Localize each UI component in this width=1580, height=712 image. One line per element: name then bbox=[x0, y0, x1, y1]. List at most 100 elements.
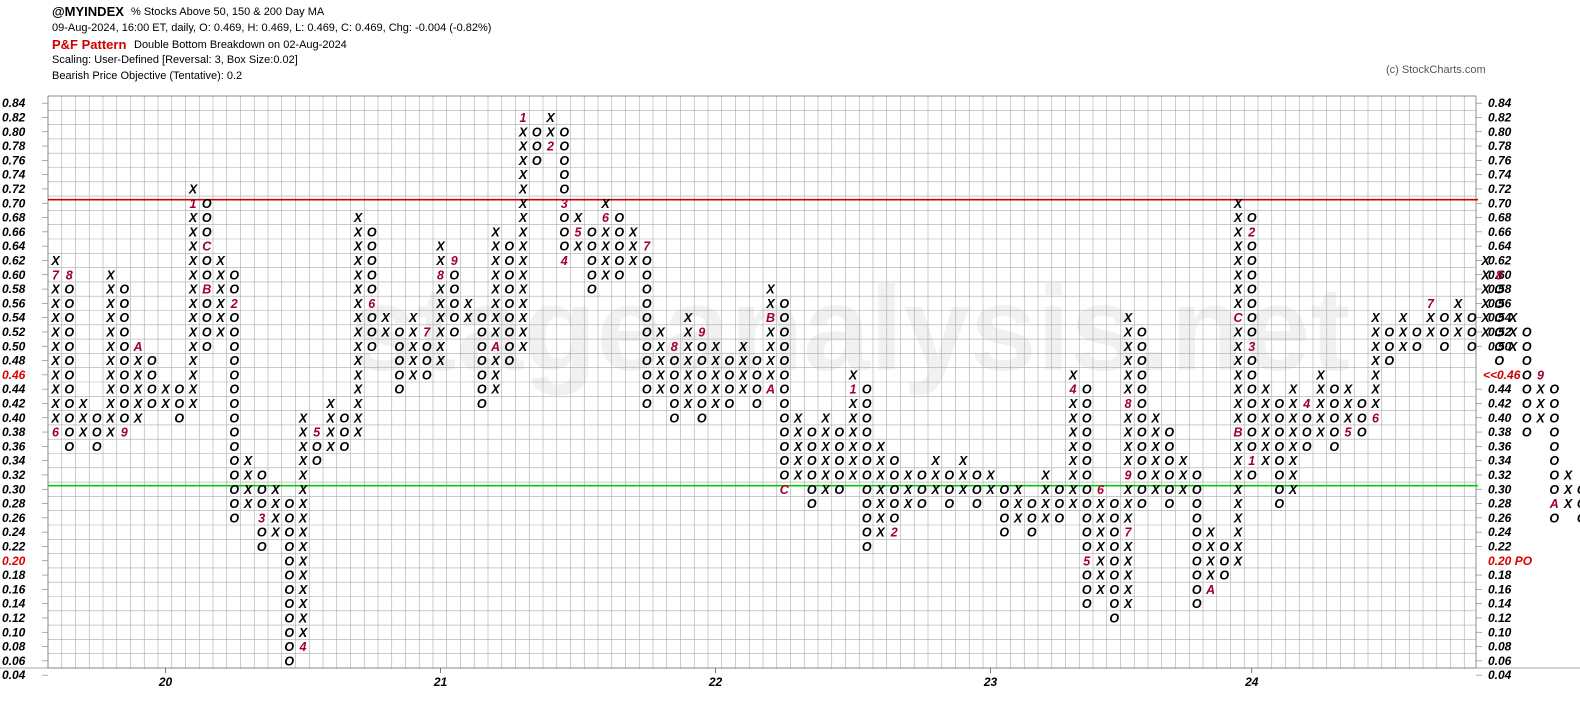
x-box: X bbox=[820, 426, 830, 440]
x-box: X bbox=[353, 383, 363, 397]
month-marker: 5 bbox=[1345, 426, 1353, 440]
x-box: X bbox=[1480, 283, 1490, 297]
month-marker: B bbox=[766, 311, 775, 325]
y-tick-right: 0.28 bbox=[1488, 497, 1512, 511]
o-box: O bbox=[1109, 497, 1119, 511]
x-box: X bbox=[518, 254, 528, 268]
y-tick-left: 0.56 bbox=[2, 296, 26, 310]
o-box: O bbox=[807, 454, 817, 468]
o-box: O bbox=[174, 411, 184, 425]
x-box: X bbox=[1123, 368, 1133, 382]
x-box: X bbox=[1095, 526, 1105, 540]
o-box: O bbox=[587, 283, 597, 297]
o-box: O bbox=[92, 440, 102, 454]
y-tick-right: 0.60 bbox=[1488, 268, 1512, 282]
x-box: X bbox=[105, 297, 115, 311]
x-box: X bbox=[435, 283, 445, 297]
x-box: X bbox=[325, 397, 335, 411]
o-box: O bbox=[284, 554, 294, 568]
o-box: O bbox=[229, 354, 239, 368]
o-box: O bbox=[1192, 540, 1202, 554]
x-box: X bbox=[1260, 426, 1270, 440]
o-box: O bbox=[642, 254, 652, 268]
x-box: X bbox=[1068, 483, 1078, 497]
x-box: X bbox=[655, 368, 665, 382]
x-box: X bbox=[738, 383, 748, 397]
o-box: O bbox=[367, 340, 377, 354]
o-box: O bbox=[257, 468, 267, 482]
x-box: X bbox=[1123, 583, 1133, 597]
o-box: O bbox=[229, 411, 239, 425]
x-box: X bbox=[50, 397, 60, 411]
pnf-column: XXX bbox=[958, 454, 968, 497]
o-box: O bbox=[724, 368, 734, 382]
x-box: X bbox=[78, 397, 88, 411]
x-box: X bbox=[518, 283, 528, 297]
x-box: X bbox=[408, 354, 418, 368]
x-box: X bbox=[573, 211, 583, 225]
y-tick-left: 0.06 bbox=[2, 654, 26, 668]
x-box: X bbox=[463, 311, 473, 325]
o-box: O bbox=[64, 426, 74, 440]
x-box: X bbox=[353, 240, 363, 254]
y-tick-left: 0.44 bbox=[2, 382, 26, 396]
x-box: X bbox=[1398, 340, 1408, 354]
y-tick-right: 0.18 bbox=[1488, 568, 1512, 582]
o-box: O bbox=[779, 340, 789, 354]
o-box: O bbox=[1054, 483, 1064, 497]
o-box: O bbox=[999, 511, 1009, 525]
o-box: O bbox=[642, 283, 652, 297]
x-box: X bbox=[490, 225, 500, 239]
o-box: O bbox=[862, 468, 872, 482]
o-box: O bbox=[1192, 597, 1202, 611]
o-box: O bbox=[367, 268, 377, 282]
y-tick-right: 0.78 bbox=[1488, 139, 1512, 153]
o-box: O bbox=[1082, 440, 1092, 454]
x-box: X bbox=[133, 383, 143, 397]
x-box: X bbox=[353, 268, 363, 282]
o-box: O bbox=[1577, 483, 1580, 497]
x-box: X bbox=[848, 426, 858, 440]
y-tick-left: 0.32 bbox=[2, 468, 26, 482]
y-tick-right: 0.08 bbox=[1488, 640, 1512, 654]
x-box: X bbox=[655, 340, 665, 354]
x-box: X bbox=[1288, 468, 1298, 482]
pnf-column: XXX bbox=[930, 454, 940, 497]
x-box: X bbox=[1068, 397, 1078, 411]
x-box: X bbox=[1123, 426, 1133, 440]
o-box: O bbox=[834, 440, 844, 454]
x-box: X bbox=[1343, 383, 1353, 397]
o-box: O bbox=[202, 254, 212, 268]
x-box: X bbox=[875, 440, 885, 454]
o-box: O bbox=[1082, 411, 1092, 425]
o-box: O bbox=[779, 454, 789, 468]
x-box: X bbox=[1288, 454, 1298, 468]
x-box: X bbox=[1233, 297, 1243, 311]
x-box: X bbox=[1260, 454, 1270, 468]
x-box: X bbox=[243, 468, 253, 482]
x-box: X bbox=[160, 397, 170, 411]
x-box: X bbox=[848, 440, 858, 454]
x-box: X bbox=[1233, 468, 1243, 482]
x-box: X bbox=[793, 440, 803, 454]
o-box: O bbox=[1274, 454, 1284, 468]
x-box: X bbox=[1040, 511, 1050, 525]
y-tick-right: 0.14 bbox=[1488, 597, 1512, 611]
x-box: X bbox=[188, 397, 198, 411]
chart-grid bbox=[0, 95, 1580, 669]
o-box: O bbox=[1082, 540, 1092, 554]
o-box: O bbox=[339, 426, 349, 440]
x-box: X bbox=[188, 254, 198, 268]
o-box: O bbox=[339, 411, 349, 425]
o-box: O bbox=[862, 383, 872, 397]
y-tick-right: 0.36 bbox=[1488, 439, 1512, 453]
x-box: X bbox=[490, 240, 500, 254]
o-box: O bbox=[1109, 583, 1119, 597]
x-box: X bbox=[1040, 497, 1050, 511]
